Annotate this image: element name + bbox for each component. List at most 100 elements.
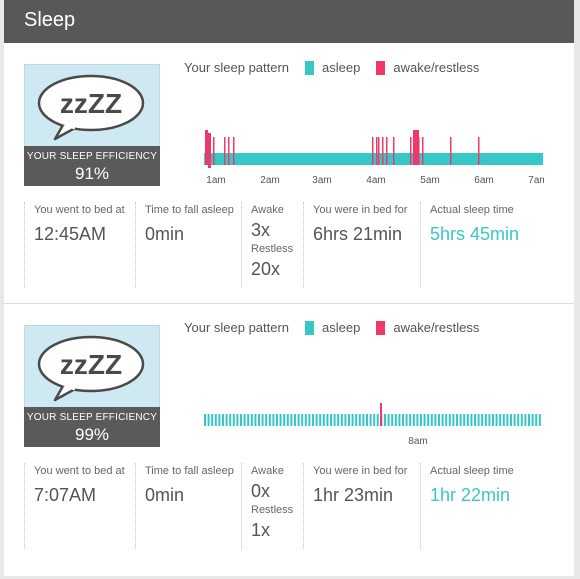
asleep-segment	[423, 414, 426, 426]
efficiency-label: YOUR SLEEP EFFICIENCY	[26, 151, 158, 162]
asleep-segment	[445, 414, 448, 426]
awake-mark	[418, 137, 420, 165]
asleep-segment	[495, 414, 498, 426]
asleep-segment	[207, 414, 210, 426]
asleep-segment	[319, 414, 322, 426]
asleep-segment	[531, 414, 534, 426]
awake-mark	[382, 137, 384, 165]
asleep-segment	[484, 414, 487, 426]
stat-fall-asleep: Time to fall asleep 0min	[135, 463, 241, 549]
asleep-segment	[459, 414, 462, 426]
asleep-segment	[236, 414, 239, 426]
awake-mark	[478, 137, 480, 165]
asleep-segment	[326, 414, 329, 426]
asleep-segment	[538, 414, 541, 426]
stat-in-bed: You were in bed for 1hr 23min	[303, 463, 419, 549]
sleep-stats: You went to bed at 7:07AM Time to fall a…	[24, 463, 559, 549]
asleep-segment	[333, 414, 336, 426]
asleep-segment	[470, 414, 473, 426]
asleep-segment	[279, 414, 282, 426]
sleep-stats: You went to bed at 12:45AM Time to fall …	[24, 202, 559, 288]
stat-bedtime: You went to bed at 12:45AM	[24, 202, 135, 288]
asleep-segment	[265, 414, 268, 426]
asleep-segment	[402, 414, 404, 426]
time-label-1am: 1am	[206, 175, 225, 186]
asleep-segment	[261, 414, 264, 426]
asleep-segment	[420, 414, 422, 426]
asleep-segment	[502, 414, 505, 426]
awake-mark	[450, 137, 452, 165]
awake-mark	[372, 137, 374, 165]
asleep-segment	[438, 414, 440, 426]
awake-mark	[205, 130, 208, 165]
asleep-segment	[286, 414, 289, 426]
sleep-panel: Sleep zzZZ YOUR SLEEP EFFICIENCY 91% You…	[4, 0, 574, 576]
asleep-segment	[384, 414, 386, 426]
awake-mark	[228, 137, 230, 165]
bubble-text: zzZZ	[60, 349, 122, 380]
asleep-segment	[225, 414, 228, 426]
asleep-segment	[369, 414, 372, 426]
awake-mark	[416, 130, 419, 165]
asleep-segment	[513, 414, 516, 426]
legend-title: Your sleep pattern	[184, 320, 290, 336]
speech-bubble-zzz-icon: zzZZ	[37, 335, 145, 402]
stat-in-bed: You were in bed for 6hrs 21min	[303, 202, 419, 288]
asleep-segment	[391, 414, 394, 426]
time-label-5am: 5am	[420, 175, 439, 186]
asleep-segment	[312, 414, 314, 426]
stat-actual-sleep: Actual sleep time 5hrs 45min	[420, 202, 551, 288]
asleep-segment	[362, 414, 365, 426]
asleep-segment	[441, 414, 444, 426]
asleep-segment	[254, 414, 257, 426]
asleep-swatch	[305, 60, 315, 75]
asleep-segment	[229, 414, 232, 426]
stat-bedtime: You went to bed at 7:07AM	[24, 463, 135, 549]
asleep-segment	[315, 414, 318, 426]
time-label-3am: 3am	[312, 175, 331, 186]
stat-awake-restless: Awake 0x Restless 1x	[241, 463, 302, 549]
asleep-segment	[405, 414, 408, 426]
asleep-segment	[358, 414, 361, 426]
asleep-segment	[301, 414, 304, 426]
asleep-segment	[387, 414, 390, 426]
asleep-segment	[304, 414, 307, 426]
sleep-pattern-legend: Your sleep pattern asleep awake/restless	[184, 319, 479, 335]
asleep-segment	[232, 414, 235, 426]
asleep-segment	[337, 414, 340, 426]
awake-mark	[393, 137, 395, 165]
legend-title: Your sleep pattern	[184, 60, 290, 76]
asleep-segment	[308, 414, 311, 426]
efficiency-value: 99%	[74, 425, 110, 444]
stat-fall-asleep: Time to fall asleep 0min	[135, 202, 241, 288]
asleep-segment	[394, 414, 397, 426]
awake-mark	[378, 137, 380, 165]
asleep-segment	[412, 414, 415, 426]
awake-mark	[422, 137, 424, 165]
asleep-segment	[520, 414, 523, 426]
efficiency-box: YOUR SLEEP EFFICIENCY 91%	[24, 146, 160, 186]
asleep-segment	[535, 414, 538, 426]
asleep-segment	[456, 414, 458, 426]
asleep-segment	[348, 414, 350, 426]
asleep-segment	[297, 414, 300, 426]
panel-header: Sleep	[4, 0, 574, 43]
efficiency-label: YOUR SLEEP EFFICIENCY	[26, 412, 158, 423]
speech-bubble-zzz-icon: zzZZ	[37, 74, 145, 141]
time-label-6am: 6am	[474, 175, 493, 186]
asleep-segment	[430, 414, 433, 426]
asleep-segment	[214, 414, 217, 426]
asleep-segment	[466, 414, 469, 426]
asleep-segment	[258, 414, 260, 426]
asleep-segment	[330, 414, 332, 426]
section-divider	[4, 303, 574, 304]
awake-mark	[213, 137, 215, 165]
awake-mark	[386, 137, 388, 165]
asleep-segment	[434, 414, 437, 426]
time-label-4am: 4am	[366, 175, 385, 186]
restless-mark	[380, 403, 382, 426]
asleep-segment	[448, 414, 451, 426]
awake-swatch	[376, 320, 386, 335]
asleep-segment	[452, 414, 455, 426]
legend-awake: awake/restless	[393, 320, 480, 336]
